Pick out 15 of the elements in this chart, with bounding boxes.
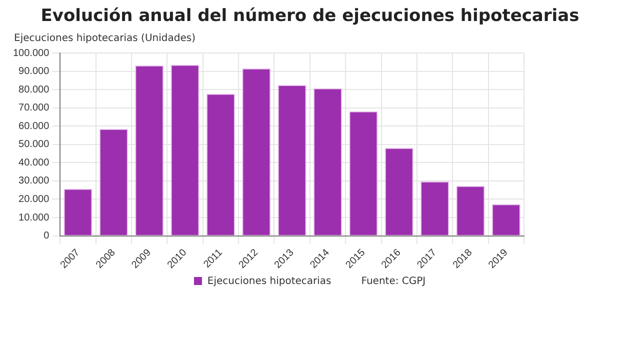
y-tick-label: 40.000 (18, 157, 50, 168)
y-tick-label: 20.000 (18, 194, 50, 205)
y-tick-label: 90.000 (18, 66, 50, 78)
y-tick-label: 50.000 (18, 139, 50, 150)
source-note: Fuente: CGPJ (361, 276, 426, 287)
y-tick-label: 10.000 (18, 212, 50, 224)
y-tick-label: 0 (44, 230, 50, 242)
y-tick-label: 100.000 (12, 48, 50, 59)
y-axis-title: Ejecuciones hipotecarias (Unidades) (14, 33, 196, 44)
y-tick-label: 70.000 (18, 102, 50, 114)
y-tick-label: 30.000 (18, 176, 50, 187)
legend-label: Ejecuciones hipotecarias (206, 276, 332, 287)
chart-title: Evolución anual del número de ejecuciones hipotecarias (40, 6, 580, 26)
y-tick-label: 80.000 (18, 84, 50, 96)
y-tick-label: 60.000 (18, 120, 50, 132)
